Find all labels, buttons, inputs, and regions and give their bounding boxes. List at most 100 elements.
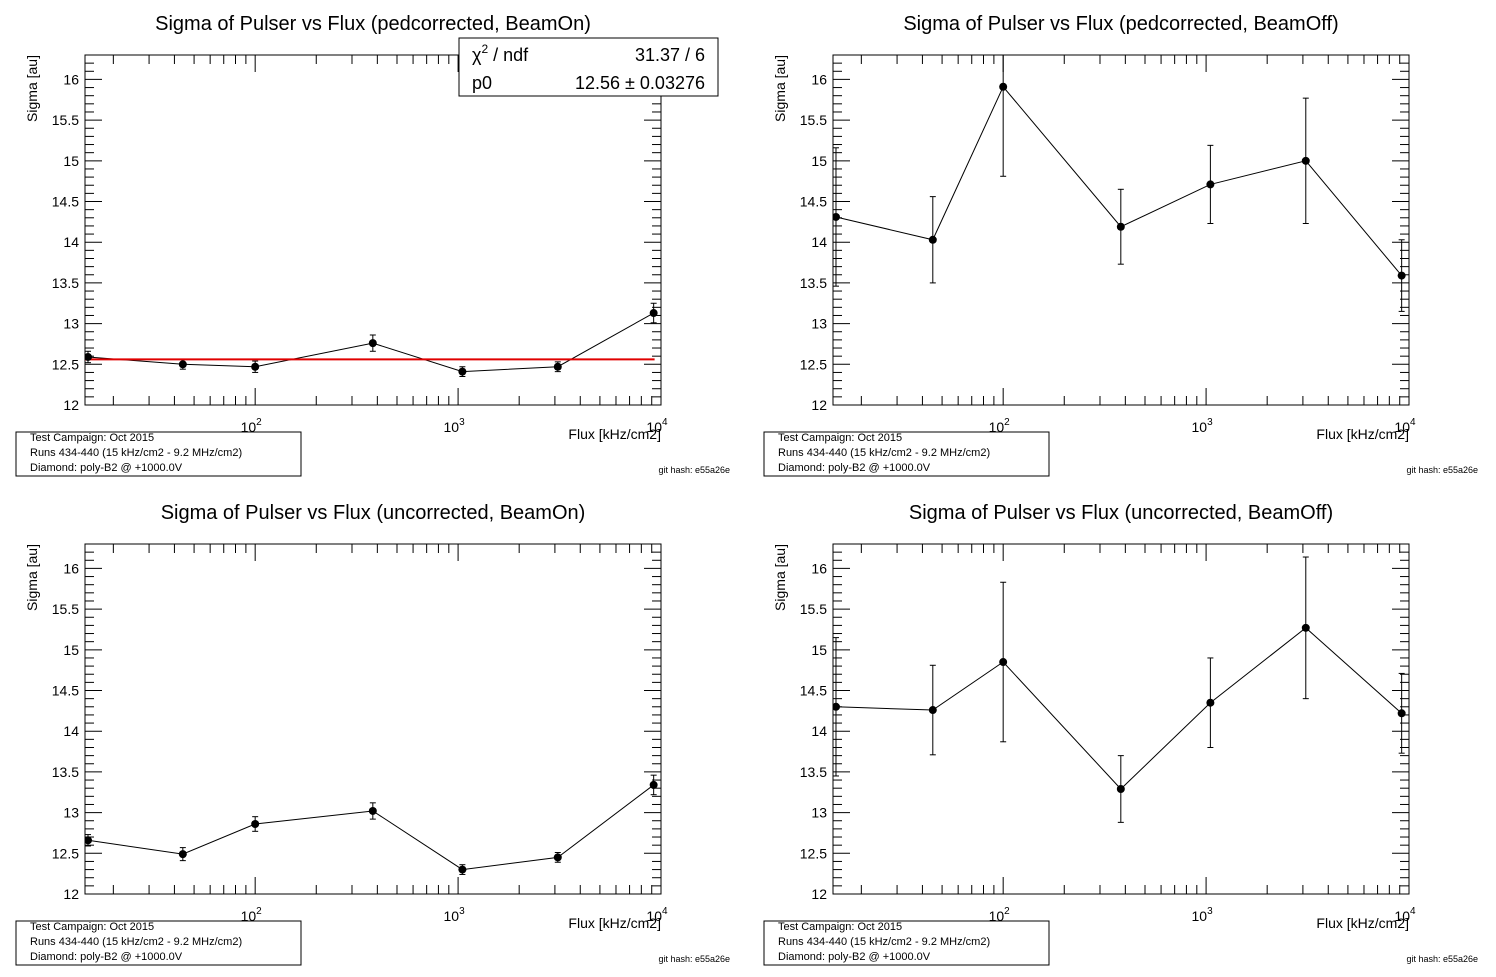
info-diamond: Diamond: poly-B2 @ +1000.0V — [30, 462, 183, 474]
y-tick-label: 14 — [811, 234, 827, 250]
x-tick-label: 102 — [989, 417, 1011, 435]
x-tick-label: 104 — [1394, 906, 1416, 924]
x-tick-exponent: 2 — [1004, 906, 1010, 917]
x-axis-title: Flux [kHz/cm2] — [568, 426, 661, 442]
data-point — [553, 853, 562, 862]
y-tick-label: 14.5 — [800, 194, 827, 210]
series-line — [835, 85, 1403, 276]
x-tick-exponent: 2 — [256, 906, 262, 917]
info-campaign: Test Campaign: Oct 2015 — [30, 921, 154, 933]
x-tick-label: 102 — [241, 906, 263, 924]
plot-area — [833, 55, 1406, 312]
axis-ticks — [833, 54, 1410, 406]
data-point — [251, 820, 260, 828]
data-point — [553, 362, 562, 371]
y-axis-title: Sigma [au] — [24, 55, 40, 122]
x-tick-exponent: 4 — [1410, 417, 1416, 428]
y-tick-label: 13 — [63, 805, 79, 821]
info-diamond: Diamond: poly-B2 @ +1000.0V — [778, 462, 931, 474]
y-tick-label: 12.5 — [52, 845, 79, 861]
data-point — [833, 212, 840, 221]
y-tick-label: 15.5 — [52, 112, 79, 128]
y-tick-label: 13.5 — [800, 764, 827, 780]
info-runs: Runs 434-440 (15 kHz/cm2 - 9.2 MHz/cm2) — [30, 447, 242, 459]
data-point — [649, 780, 658, 789]
run-info-box: Test Campaign: Oct 2015 Runs 434-440 (15 … — [15, 431, 302, 477]
data-point — [999, 658, 1008, 667]
x-tick-label: 103 — [444, 417, 466, 435]
info-box-frame — [763, 431, 1050, 477]
y-tick-label: 14.5 — [52, 683, 79, 699]
x-tick-exponent: 3 — [459, 906, 465, 917]
x-tick-exponent: 4 — [662, 906, 668, 917]
series-line — [87, 784, 654, 871]
info-box-frame — [15, 920, 302, 966]
x-tick-label: 103 — [1192, 417, 1214, 435]
y-tick-label: 12 — [63, 397, 79, 413]
data-point — [1206, 180, 1215, 189]
info-runs: Runs 434-440 (15 kHz/cm2 - 9.2 MHz/cm2) — [778, 447, 990, 459]
info-campaign: Test Campaign: Oct 2015 — [778, 432, 902, 444]
x-tick-base: 10 — [1394, 419, 1410, 435]
data-point — [178, 850, 187, 859]
info-campaign: Test Campaign: Oct 2015 — [778, 921, 902, 933]
info-runs: Runs 434-440 (15 kHz/cm2 - 9.2 MHz/cm2) — [778, 936, 990, 948]
y-tick-label: 12.5 — [800, 845, 827, 861]
y-tick-label: 12 — [811, 886, 827, 902]
y-tick-label: 12 — [811, 397, 827, 413]
chi-superscript: 2 — [481, 42, 488, 56]
info-runs: Runs 434-440 (15 kHz/cm2 - 9.2 MHz/cm2) — [30, 936, 242, 948]
chart-title: Sigma of Pulser vs Flux (pedcorrected, B… — [903, 13, 1338, 35]
data-point — [1116, 785, 1125, 793]
data-point — [1301, 156, 1310, 165]
y-tick-label: 15 — [63, 642, 79, 658]
plot-area — [85, 302, 658, 378]
y-tick-label: 13.5 — [52, 764, 79, 780]
ndf-label: / ndf — [488, 45, 529, 65]
data-point — [1206, 698, 1215, 707]
y-tick-label: 13.5 — [52, 275, 79, 291]
data-point — [368, 806, 377, 815]
x-tick-base: 10 — [1394, 908, 1410, 924]
x-tick-label: 102 — [989, 906, 1011, 924]
y-tick-label: 13 — [811, 805, 827, 821]
git-hash: git hash: e55a26e — [658, 954, 730, 964]
data-point — [999, 82, 1008, 91]
data-point — [368, 339, 377, 348]
git-hash: git hash: e55a26e — [1406, 465, 1478, 475]
axis-ticks — [85, 543, 662, 895]
y-tick-label: 15 — [63, 153, 79, 169]
info-diamond: Diamond: poly-B2 @ +1000.0V — [778, 951, 931, 963]
plot-area — [833, 556, 1406, 823]
x-tick-label: 104 — [1394, 417, 1416, 435]
y-tick-label: 14.5 — [52, 194, 79, 210]
x-axis-title: Flux [kHz/cm2] — [1316, 915, 1409, 931]
plot-frame — [832, 543, 1410, 895]
data-point — [1301, 623, 1310, 632]
y-tick-label: 16 — [63, 71, 79, 87]
y-axis-title: Sigma [au] — [772, 55, 788, 122]
y-tick-label: 15.5 — [800, 112, 827, 128]
y-tick-label: 15.5 — [52, 601, 79, 617]
x-tick-base: 10 — [1192, 419, 1208, 435]
chi-symbol: χ — [472, 45, 482, 65]
info-box-frame — [15, 431, 302, 477]
y-tick-label: 16 — [811, 560, 827, 576]
x-tick-base: 10 — [989, 419, 1005, 435]
x-tick-base: 10 — [444, 419, 460, 435]
info-box-frame — [763, 920, 1050, 966]
y-tick-label: 15 — [811, 642, 827, 658]
chi2-ndf-label: χ2 / ndf — [472, 42, 529, 65]
x-tick-exponent: 3 — [1207, 417, 1213, 428]
axis-ticks — [833, 543, 1410, 895]
data-point — [1397, 709, 1406, 718]
x-tick-label: 104 — [646, 417, 668, 435]
x-tick-base: 10 — [989, 908, 1005, 924]
y-tick-label: 12.5 — [800, 356, 827, 372]
x-tick-exponent: 3 — [459, 417, 465, 428]
y-tick-label: 14 — [63, 234, 79, 250]
y-tick-label: 16 — [63, 560, 79, 576]
y-tick-label: 13 — [63, 316, 79, 332]
chart-title: Sigma of Pulser vs Flux (uncorrected, Be… — [161, 502, 586, 524]
